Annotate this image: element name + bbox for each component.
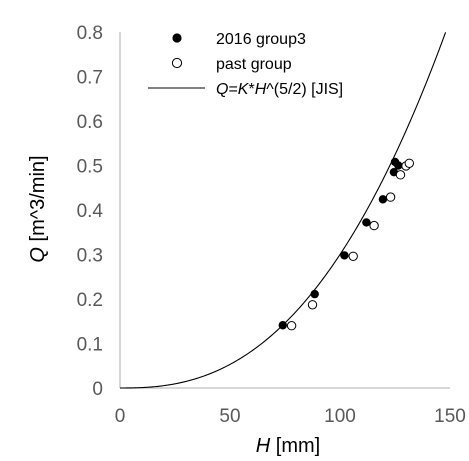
data-point-open — [369, 220, 379, 231]
x-tick-label: 0 — [115, 406, 126, 427]
y-tick-label: 0.5 — [77, 157, 103, 178]
axes — [119, 32, 450, 389]
data-point-open — [395, 170, 406, 180]
y-axis-label: Q [m^3/min] — [27, 155, 49, 262]
y-tick-label: 0.7 — [77, 68, 103, 89]
legend: 2016 group3 past group Q=K*H^(5/2) [JIS] — [148, 31, 343, 98]
data-point-filled — [362, 218, 371, 227]
legend-entry: 2016 group3 — [216, 31, 306, 48]
y-tick-label: 0.4 — [77, 201, 104, 222]
data-point-open — [286, 321, 297, 331]
x-axis-label-unit: [mm] — [270, 435, 320, 457]
y-axis-label-unit: [m^3/min] — [27, 155, 49, 247]
x-tick-label: 100 — [324, 406, 356, 427]
legend-marker — [171, 57, 183, 69]
y-tick-label: 0.8 — [77, 23, 103, 44]
y-tick-label: 0.1 — [77, 335, 103, 356]
y-tick-label: 0.2 — [77, 290, 103, 311]
data-point-filled — [378, 195, 388, 204]
legend-marker — [172, 33, 182, 43]
data-point-filled — [278, 321, 287, 330]
data-points-layer — [278, 157, 414, 331]
x-tick-labels: 0 50 100 150 — [115, 406, 466, 427]
x-tick-label: 50 — [219, 406, 240, 427]
y-axis-label-var: Q — [27, 247, 49, 263]
data-point-filled — [310, 289, 319, 299]
x-tick-label: 150 — [434, 406, 466, 427]
legend-entry: Q=K*H^(5/2) [JIS] — [216, 81, 343, 98]
data-point-filled — [394, 161, 403, 170]
y-tick-label: 0.3 — [77, 246, 103, 267]
y-tick-labels: 0 0.1 0.2 0.3 0.4 0.5 0.6 0.7 0.8 — [77, 23, 104, 400]
x-axis-label-var: H — [256, 435, 271, 457]
data-point-open — [348, 251, 358, 261]
data-point-filled — [340, 251, 349, 260]
data-point-open — [404, 158, 414, 168]
legend-entry: past group — [216, 56, 292, 73]
y-tick-label: 0 — [92, 379, 103, 400]
y-tick-label: 0.6 — [77, 112, 103, 133]
data-point-open — [307, 300, 318, 310]
x-axis-label: H [mm] — [256, 435, 320, 457]
data-point-open — [385, 192, 396, 202]
